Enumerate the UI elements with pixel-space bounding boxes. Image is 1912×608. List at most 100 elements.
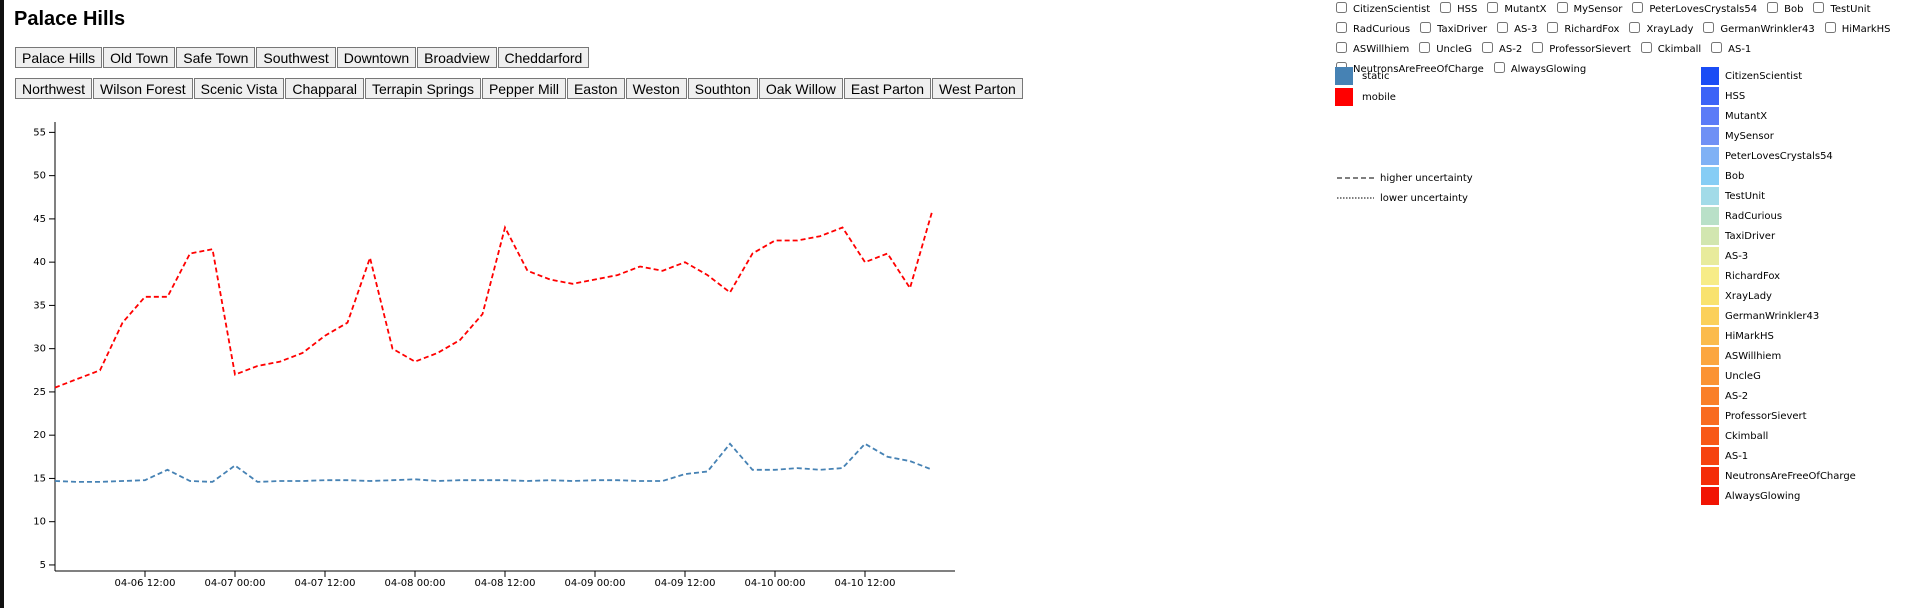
legend-swatch <box>1701 347 1719 365</box>
sensor-option[interactable]: TaxiDriver <box>1420 20 1487 40</box>
sensor-option[interactable]: NeutronsAreFreeOfCharge <box>1336 60 1484 80</box>
sensor-label: TaxiDriver <box>1437 24 1488 35</box>
sensor-label: RichardFox <box>1564 24 1620 35</box>
checkbox[interactable] <box>1336 42 1347 53</box>
series-line <box>54 442 933 483</box>
checkbox[interactable] <box>1497 22 1509 33</box>
y-tick-label: 30 <box>33 344 46 355</box>
checkbox[interactable] <box>1640 42 1652 53</box>
checkbox[interactable] <box>1482 42 1494 53</box>
checkbox[interactable] <box>1493 62 1505 73</box>
checkbox[interactable] <box>1532 42 1544 53</box>
nav-button[interactable]: Southwest <box>256 47 336 68</box>
nav-button[interactable]: Cheddarford <box>497 47 590 68</box>
checkbox[interactable] <box>1629 22 1641 33</box>
nav-button[interactable]: Broadview <box>417 47 497 68</box>
checkbox[interactable] <box>1336 62 1347 73</box>
nav-button[interactable]: Oak Willow <box>758 78 843 99</box>
legend-label: AS-2 <box>1725 391 1748 402</box>
checkbox[interactable] <box>1547 22 1559 33</box>
nav-button[interactable]: Pepper Mill <box>481 78 566 99</box>
checkbox[interactable] <box>1419 42 1431 53</box>
legend-swatch <box>1701 147 1719 165</box>
checkbox[interactable] <box>1767 2 1779 13</box>
sensor-checkboxes: CitizenScientist HSS MutantX MySensor PeterL… <box>1336 0 1908 80</box>
checkbox[interactable] <box>1336 2 1347 13</box>
nav-button[interactable]: Weston <box>625 78 687 99</box>
nav-button[interactable]: West Parton <box>932 78 1023 99</box>
checkbox[interactable] <box>1336 22 1347 33</box>
x-tick-label: 04-07 12:00 <box>294 578 355 589</box>
legend-swatch <box>1701 467 1719 485</box>
nav-button[interactable]: Northwest <box>15 78 93 99</box>
sensor-option[interactable]: TestUnit <box>1813 0 1871 20</box>
nav-button[interactable]: Safe Town <box>176 47 256 68</box>
sensor-label: Ckimball <box>1657 44 1702 55</box>
legend-swatch <box>1701 367 1719 385</box>
nav-button[interactable]: Scenic Vista <box>193 78 285 99</box>
sensor-option[interactable]: MutantX <box>1487 0 1547 20</box>
legend-swatch <box>1701 167 1719 185</box>
checkbox[interactable] <box>1632 2 1644 13</box>
checkbox[interactable] <box>1420 22 1432 33</box>
x-tick-label: 04-08 12:00 <box>474 578 535 589</box>
legend-label: XrayLady <box>1725 291 1772 302</box>
sensor-option[interactable]: GermanWrinkler43 <box>1703 20 1815 40</box>
sensor-option[interactable]: Bob <box>1767 0 1803 20</box>
sensor-label: AS-2 <box>1499 44 1523 55</box>
sensor-option[interactable]: HiMarkHS <box>1824 20 1891 40</box>
nav-button[interactable]: Chapparal <box>285 78 364 99</box>
legend-label: mobile <box>1362 92 1396 103</box>
nav-button[interactable]: Downtown <box>336 47 417 68</box>
checkbox[interactable] <box>1556 2 1568 13</box>
region-buttons: Palace Hills Old Town Safe Town Southwest Do… <box>15 47 590 68</box>
legend-label: MySensor <box>1725 131 1775 142</box>
legend-swatch <box>1701 87 1719 105</box>
y-tick-label: 45 <box>33 214 46 225</box>
sensor-option[interactable]: AS-1 <box>1711 40 1751 60</box>
sensor-option[interactable]: AS-3 <box>1497 20 1537 40</box>
sensor-label: PeterLovesCrystals54 <box>1649 4 1758 15</box>
checkbox[interactable] <box>1440 2 1452 13</box>
checkbox[interactable] <box>1487 2 1499 13</box>
legend-label: Ckimball <box>1725 431 1768 442</box>
legend-swatch <box>1701 447 1719 465</box>
nav-button[interactable]: Southton <box>687 78 758 99</box>
nav-button[interactable]: Old Town <box>103 47 176 68</box>
legend-swatch <box>1701 287 1719 305</box>
nav-button[interactable]: Wilson Forest <box>93 78 193 99</box>
nav-button[interactable]: Palace Hills <box>15 47 103 68</box>
checkbox[interactable] <box>1711 42 1723 53</box>
neighborhood-buttons: Northwest Wilson Forest Scenic Vista Chappa… <box>15 78 1024 99</box>
y-tick-label: 50 <box>33 171 46 182</box>
window-edge <box>0 0 4 608</box>
y-tick-label: 20 <box>33 430 46 441</box>
legend-swatch <box>1701 187 1719 205</box>
x-tick-label: 04-10 12:00 <box>834 578 895 589</box>
sensor-option[interactable]: RichardFox <box>1547 20 1619 40</box>
sensor-option[interactable]: AS-2 <box>1482 40 1522 60</box>
sensor-option[interactable]: PeterLovesCrystals54 <box>1632 0 1757 20</box>
sensor-label: HiMarkHS <box>1841 24 1891 35</box>
checkbox[interactable] <box>1813 2 1825 13</box>
nav-button[interactable]: Easton <box>566 78 625 99</box>
sensor-option[interactable]: UncleG <box>1419 40 1472 60</box>
nav-button[interactable]: Terrapin Springs <box>365 78 481 99</box>
sensor-label: ASWillhiem <box>1353 44 1410 55</box>
sensor-label: AS-3 <box>1514 24 1538 35</box>
sensor-option[interactable]: Ckimball <box>1640 40 1702 60</box>
sensor-option[interactable]: XrayLady <box>1629 20 1693 40</box>
nav-button[interactable]: East Parton <box>843 78 932 99</box>
sensor-option[interactable]: CitizenScientist <box>1336 0 1430 20</box>
sensor-option[interactable]: ProfessorSievert <box>1532 40 1631 60</box>
checkbox[interactable] <box>1703 22 1715 33</box>
sensor-option[interactable]: ASWillhiem <box>1336 40 1409 60</box>
sensor-option[interactable]: HSS <box>1440 0 1477 20</box>
sensor-option[interactable]: RadCurious <box>1336 20 1410 40</box>
checkbox[interactable] <box>1824 22 1836 33</box>
sensor-label: Bob <box>1784 4 1804 15</box>
legend-label: AlwaysGlowing <box>1725 491 1800 502</box>
sensor-option[interactable]: MySensor <box>1556 0 1622 20</box>
sensor-option[interactable]: AlwaysGlowing <box>1493 60 1586 80</box>
